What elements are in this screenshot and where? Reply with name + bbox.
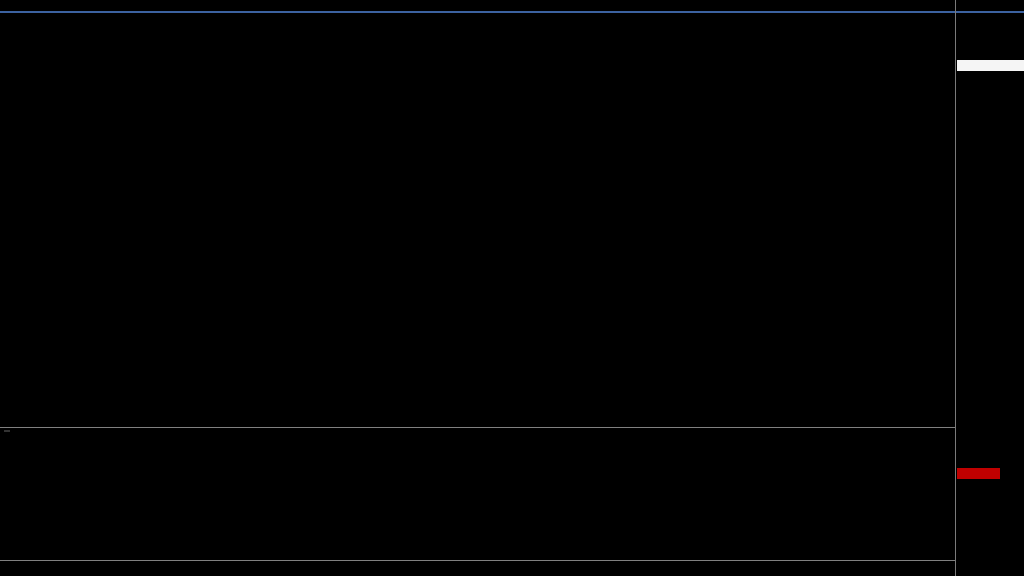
- pane-divider[interactable]: [0, 427, 955, 428]
- timeline-divider: [0, 560, 955, 561]
- header-divider: [0, 11, 1024, 13]
- macd-indicator-label: [4, 430, 10, 432]
- macd-zero-box: [957, 468, 1000, 479]
- current-price-box: [957, 60, 1024, 71]
- price-axis-divider: [955, 0, 956, 576]
- main-chart-canvas[interactable]: [0, 0, 956, 576]
